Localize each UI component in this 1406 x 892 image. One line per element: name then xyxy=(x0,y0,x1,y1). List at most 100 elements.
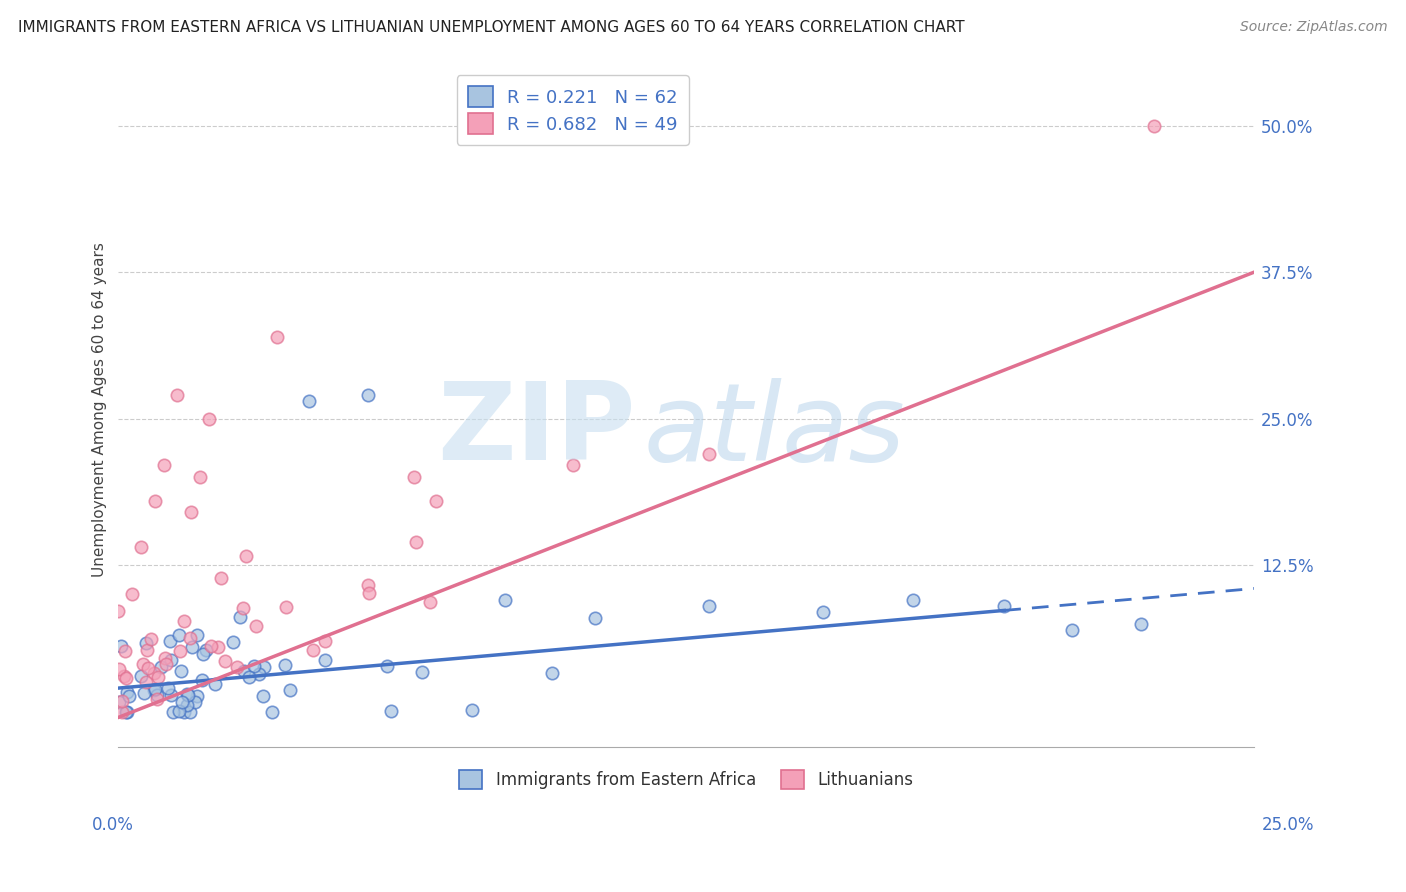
Point xyxy=(153,458,176,473)
Point xyxy=(200,639,222,653)
Point xyxy=(697,599,720,613)
Point xyxy=(179,631,201,645)
Point xyxy=(252,689,274,703)
Point xyxy=(181,640,204,654)
Point xyxy=(176,698,198,712)
Point xyxy=(115,671,138,685)
Point xyxy=(280,683,302,698)
Point xyxy=(235,549,257,563)
Point xyxy=(461,703,484,717)
Point xyxy=(357,388,380,402)
Point xyxy=(419,594,441,608)
Text: IMMIGRANTS FROM EASTERN AFRICA VS LITHUANIAN UNEMPLOYMENT AMONG AGES 60 TO 64 YE: IMMIGRANTS FROM EASTERN AFRICA VS LITHUA… xyxy=(18,20,965,35)
Text: atlas: atlas xyxy=(643,377,905,483)
Point xyxy=(222,634,245,648)
Point xyxy=(162,705,184,719)
Point xyxy=(191,647,214,661)
Point xyxy=(180,505,202,519)
Point xyxy=(214,654,236,668)
Point xyxy=(298,394,321,409)
Point xyxy=(377,659,399,673)
Point xyxy=(179,705,201,719)
Point xyxy=(380,705,402,719)
Point xyxy=(115,705,138,719)
Point xyxy=(204,677,226,691)
Point xyxy=(134,686,156,700)
Point xyxy=(111,705,134,719)
Point xyxy=(146,670,169,684)
Point xyxy=(169,644,191,658)
Point xyxy=(232,600,254,615)
Point xyxy=(242,659,264,673)
Point xyxy=(176,687,198,701)
Point xyxy=(110,639,132,653)
Point xyxy=(195,642,218,657)
Point xyxy=(253,660,276,674)
Point xyxy=(107,694,129,708)
Point xyxy=(170,695,193,709)
Point xyxy=(132,657,155,672)
Point xyxy=(129,541,152,555)
Point xyxy=(583,611,606,625)
Point xyxy=(111,694,134,708)
Text: Source: ZipAtlas.com: Source: ZipAtlas.com xyxy=(1240,20,1388,34)
Point xyxy=(357,586,380,600)
Point xyxy=(136,660,159,674)
Point xyxy=(226,660,249,674)
Point xyxy=(302,643,325,657)
Point xyxy=(146,692,169,706)
Point xyxy=(142,665,165,680)
Point xyxy=(903,593,925,607)
Point xyxy=(540,665,562,680)
Point xyxy=(159,634,181,648)
Y-axis label: Unemployment Among Ages 60 to 64 years: Unemployment Among Ages 60 to 64 years xyxy=(93,243,107,577)
Point xyxy=(184,695,207,709)
Point xyxy=(402,470,425,484)
Point xyxy=(166,388,188,402)
Point xyxy=(229,610,252,624)
Point xyxy=(143,681,166,696)
Point xyxy=(135,636,157,650)
Point xyxy=(274,600,297,615)
Point xyxy=(266,329,288,343)
Point xyxy=(139,632,162,646)
Point xyxy=(209,571,232,585)
Point xyxy=(260,705,283,719)
Point xyxy=(273,658,295,673)
Point xyxy=(135,674,157,689)
Point xyxy=(247,666,270,681)
Text: ZIP: ZIP xyxy=(437,377,636,483)
Point xyxy=(405,535,427,549)
Point xyxy=(118,689,141,703)
Point xyxy=(173,615,195,629)
Point xyxy=(167,704,190,718)
Point xyxy=(238,670,260,684)
Point xyxy=(170,665,193,679)
Point xyxy=(314,653,336,667)
Point xyxy=(142,682,165,697)
Point xyxy=(561,458,583,473)
Point xyxy=(121,587,143,601)
Point xyxy=(115,705,138,719)
Point xyxy=(117,684,139,698)
Point xyxy=(697,447,720,461)
Point xyxy=(425,493,447,508)
Point xyxy=(169,628,191,642)
Point xyxy=(811,605,834,619)
Point xyxy=(155,657,177,671)
Point xyxy=(198,411,221,425)
Point xyxy=(186,689,208,703)
Point xyxy=(357,577,380,591)
Point xyxy=(1062,623,1084,637)
Point xyxy=(129,668,152,682)
Point xyxy=(160,653,183,667)
Legend: Immigrants from Eastern Africa, Lithuanians: Immigrants from Eastern Africa, Lithuani… xyxy=(453,763,921,796)
Point xyxy=(107,604,129,618)
Point xyxy=(108,662,131,676)
Point xyxy=(314,633,336,648)
Point xyxy=(494,593,516,607)
Point xyxy=(245,619,267,633)
Point xyxy=(191,673,214,687)
Point xyxy=(1129,616,1152,631)
Point xyxy=(146,688,169,702)
